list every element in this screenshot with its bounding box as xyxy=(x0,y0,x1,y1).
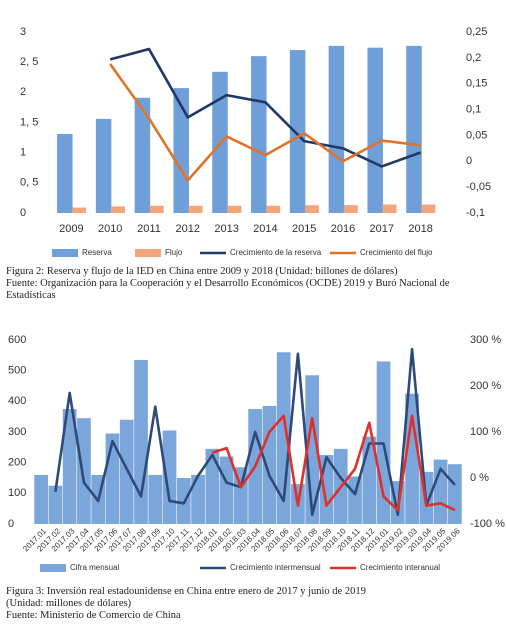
legend-label: Crecimiento del flujo xyxy=(360,248,433,257)
bar xyxy=(406,45,422,214)
x-tick-label: 2014 xyxy=(253,223,277,235)
bar xyxy=(289,50,306,213)
y2-tick-label: -0,05 xyxy=(466,181,491,193)
caption-line: Figura 3: Inversión real estadounidense … xyxy=(6,586,366,597)
y2-tick-label: 0,15 xyxy=(466,78,487,90)
bar xyxy=(119,419,134,524)
x-tick-label: 2015 xyxy=(292,223,316,235)
bar xyxy=(148,474,163,524)
legend-label: Flujo xyxy=(165,248,183,257)
y-tick-label: 1, 5 xyxy=(20,116,38,128)
bar xyxy=(219,456,234,524)
line xyxy=(109,47,422,168)
bar xyxy=(77,418,91,524)
legend-label: Crecimiento interanual xyxy=(360,563,440,572)
bar xyxy=(367,47,383,213)
y2-tick-label: 100 % xyxy=(470,426,501,438)
y2-tick-label: -0,1 xyxy=(466,207,485,219)
bar xyxy=(328,45,345,214)
y-tick-label: 3 xyxy=(20,26,26,38)
x-tick-label: 2016 xyxy=(331,223,355,235)
x-tick-label: 2010 xyxy=(98,223,122,235)
y-tick-label: 2 xyxy=(20,86,26,98)
bar xyxy=(173,88,189,213)
legend-label: Crecimiento de la reserva xyxy=(230,248,322,257)
legend-label: Reserva xyxy=(82,248,112,257)
y2-tick-label: 0 xyxy=(466,155,472,167)
y-tick-label: 500 xyxy=(8,365,26,377)
x-tick-label: 2013 xyxy=(214,223,238,235)
bar xyxy=(34,474,48,524)
bar xyxy=(48,485,63,524)
bar xyxy=(304,205,319,213)
y2-tick-label: 0 % xyxy=(470,472,489,484)
bar xyxy=(110,206,125,213)
x-tick-label: 2018 xyxy=(408,223,432,235)
y-tick-label: 2, 5 xyxy=(20,56,38,68)
x-tick-label: 2009 xyxy=(59,223,83,235)
legend-swatch xyxy=(135,249,161,257)
x-tick-label: 2017 xyxy=(370,223,394,235)
y-tick-label: 600 xyxy=(8,334,26,346)
y2-tick-label: 0,1 xyxy=(466,103,481,115)
y2-tick-label: 0,25 xyxy=(466,26,487,38)
legend-swatch xyxy=(40,564,66,572)
bar xyxy=(105,433,120,524)
y-tick-label: 0, 5 xyxy=(20,177,38,189)
bar xyxy=(95,118,112,213)
bar xyxy=(134,359,148,524)
y2-tick-label: 0,2 xyxy=(466,52,481,64)
legend-label: Crecimiento intermensual xyxy=(230,563,321,572)
caption-line: Figura 2: Reserva y flujo de la IED en C… xyxy=(6,266,398,277)
bar xyxy=(188,205,203,213)
y-tick-label: 400 xyxy=(8,395,26,407)
caption-line: (Unidad: millones de dólares) xyxy=(6,598,132,609)
y-tick-label: 0 xyxy=(8,518,14,530)
bar xyxy=(227,205,242,213)
bar xyxy=(262,405,277,524)
bar xyxy=(448,464,462,524)
legend-label: Cifra mensual xyxy=(70,563,120,572)
bar xyxy=(421,204,436,213)
x-tick-label: 2011 xyxy=(137,223,161,235)
y2-tick-label: 200 % xyxy=(470,380,501,392)
caption: Figura 2: Reserva y flujo de la IED en C… xyxy=(6,266,500,302)
y2-tick-label: -100 % xyxy=(470,518,505,530)
caption: Figura 3: Inversión real estadounidense … xyxy=(6,586,500,622)
y-tick-label: 300 xyxy=(8,426,26,438)
bar xyxy=(205,448,220,524)
line xyxy=(109,63,421,182)
bar xyxy=(348,476,362,524)
bar xyxy=(266,205,281,213)
bar xyxy=(382,204,397,213)
line xyxy=(211,414,456,512)
y2-tick-label: 0,05 xyxy=(466,129,487,141)
y2-tick-label: 300 % xyxy=(470,334,501,346)
legend-swatch xyxy=(52,249,78,257)
bar xyxy=(251,56,267,214)
bar xyxy=(149,205,164,213)
y-tick-label: 100 xyxy=(8,487,26,499)
y-tick-label: 200 xyxy=(8,457,26,469)
line xyxy=(54,347,456,517)
bar xyxy=(57,133,73,213)
bar xyxy=(343,205,358,213)
bar xyxy=(62,409,77,524)
bar xyxy=(72,207,87,213)
x-tick-label: 2012 xyxy=(176,223,200,235)
y-tick-label: 1 xyxy=(20,147,26,159)
bar xyxy=(191,474,205,524)
bar xyxy=(405,393,419,524)
bar xyxy=(276,352,291,524)
y-tick-label: 0 xyxy=(20,207,26,219)
caption-line: Fuente: Ministerio de Comercio de China xyxy=(6,610,181,621)
caption-line: Fuente: Organización para la Cooperación… xyxy=(6,278,450,301)
bar xyxy=(134,97,151,213)
